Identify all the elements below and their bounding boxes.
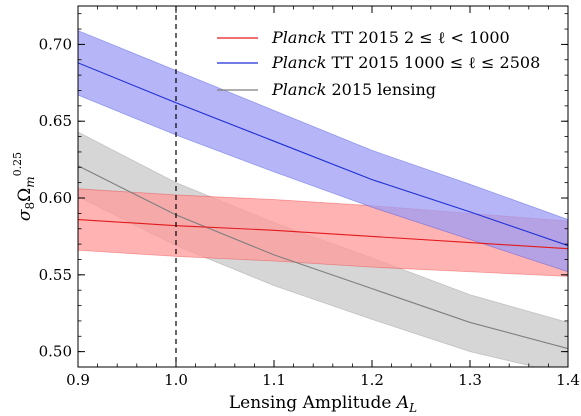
band-lower-edge-1 [78, 94, 568, 273]
series-lines [78, 62, 568, 350]
y-axis-label-subm: m [23, 176, 37, 187]
band-1 [78, 30, 568, 272]
x-tick-label: 1.4 [556, 371, 580, 389]
x-axis-label: Lensing Amplitude AL [229, 393, 417, 415]
series-line-1 [78, 62, 568, 247]
legend-label-italic: Planck [271, 28, 326, 47]
x-tick-label: 1.3 [458, 371, 482, 389]
x-tick-label: 1.0 [164, 371, 188, 389]
x-axis-label-subscript: L [408, 401, 417, 415]
legend-label-2: Planck 2015 lensing [271, 80, 436, 99]
y-axis-label-omega: Ω [15, 188, 35, 202]
band-lower-edge-0 [78, 249, 568, 277]
legend-label-italic: Planck [271, 80, 326, 99]
band-upper-edge-1 [78, 30, 568, 220]
x-axis-label-text: Lensing Amplitude [229, 393, 397, 413]
axis-ticks: 0.9 1.0 1.1 1.2 1.3 1.4 0.50 0.55 0.60 0.65 0.70 [39, 6, 580, 389]
x-tick-label: 0.9 [66, 371, 90, 389]
x-tick-label: 1.1 [262, 371, 286, 389]
legend-label-1: Planck TT 2015 1000 ≤ ℓ ≤ 2508 [271, 53, 540, 72]
plot-frame [77, 5, 569, 368]
y-tick-label: 0.50 [39, 343, 72, 361]
legend-label-rest: TT 2015 1000 ≤ ℓ ≤ 2508 [326, 53, 540, 72]
legend-label-0: Planck TT 2015 2 ≤ ℓ < 1000 [271, 28, 510, 47]
y-tick-label: 0.55 [39, 266, 72, 284]
legend-label-italic: Planck [271, 53, 326, 72]
series-line-0 [78, 218, 568, 250]
y-axis-label-sub8: 8 [23, 202, 37, 210]
y-tick-label: 0.65 [39, 112, 72, 130]
x-axis-label-symbol: A [395, 393, 409, 413]
x-tick-label: 1.2 [360, 371, 384, 389]
series-line-2 [78, 165, 568, 350]
band-0 [78, 188, 568, 277]
y-axis-label: σ8Ωm0.25 [11, 152, 37, 221]
uncertainty-bands [78, 30, 568, 367]
legend-label-rest: 2015 lensing [326, 80, 436, 99]
y-axis-label-exponent: 0.25 [11, 152, 24, 177]
y-tick-label: 0.60 [39, 189, 72, 207]
legend-label-rest: TT 2015 2 ≤ ℓ < 1000 [326, 28, 509, 47]
y-axis-label-sigma: σ [15, 209, 35, 221]
y-tick-label: 0.70 [39, 35, 72, 53]
